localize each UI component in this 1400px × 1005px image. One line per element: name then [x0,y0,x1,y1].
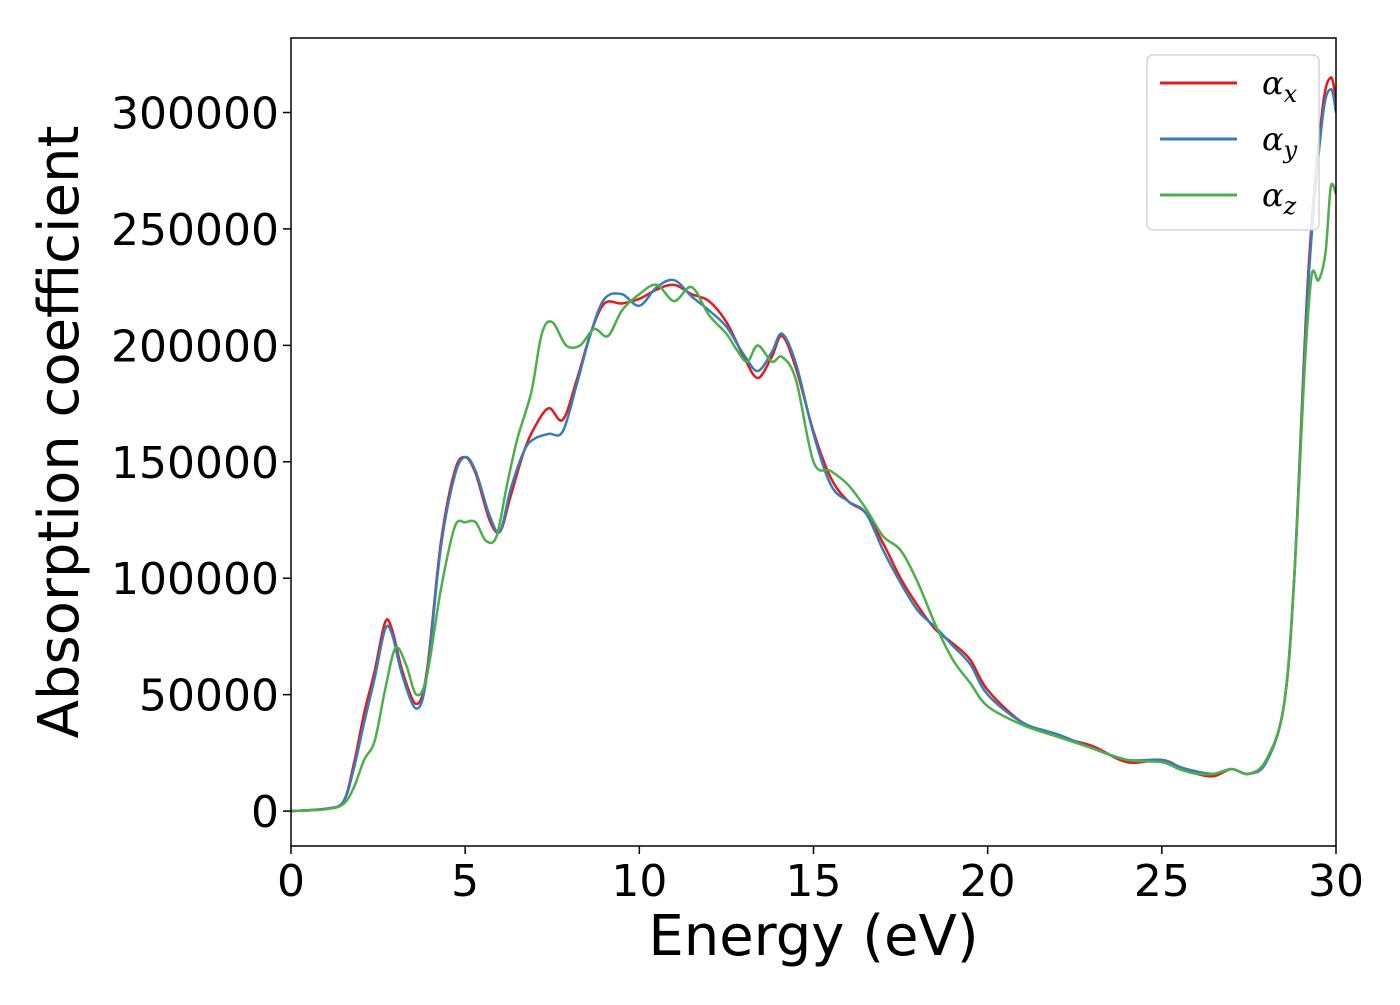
legend-item-z: αz [1160,176,1297,220]
legend-label: αx [1262,64,1298,108]
legend-box [1146,54,1320,231]
y-tick-label: 50000 [139,671,279,722]
x-axis-title: Energy (eV) [648,904,978,969]
x-tick-label: 15 [786,856,842,907]
y-tick-label: 200000 [111,321,279,372]
legend: αx αy αz [1146,54,1320,231]
legend-label: αy [1262,120,1298,164]
x-tick-label: 30 [1308,856,1364,907]
legend-item-y: αy [1160,120,1298,164]
y-tick-label: 250000 [111,205,279,256]
x-tick-label: 20 [960,856,1016,907]
x-tick-label: 25 [1134,856,1190,907]
legend-label: αz [1262,176,1297,220]
x-tick-label: 0 [277,856,305,907]
y-tick-label: 300000 [111,89,279,140]
series-line-z [291,182,1336,813]
legend-item-x: αx [1160,64,1298,108]
y-tick-label: 0 [251,787,279,838]
x-tick-label: 5 [451,856,479,907]
y-axis-ticks: 0 50000 100000 150000 200000 250000 300000 [111,89,291,838]
y-tick-label: 100000 [111,554,279,605]
series-layer [291,76,1336,813]
y-axis-title: Absorption coefficient [27,126,92,739]
y-tick-label: 150000 [111,438,279,489]
x-tick-label: 10 [611,856,667,907]
x-axis-ticks: 0 5 10 15 20 25 30 [277,846,1364,907]
